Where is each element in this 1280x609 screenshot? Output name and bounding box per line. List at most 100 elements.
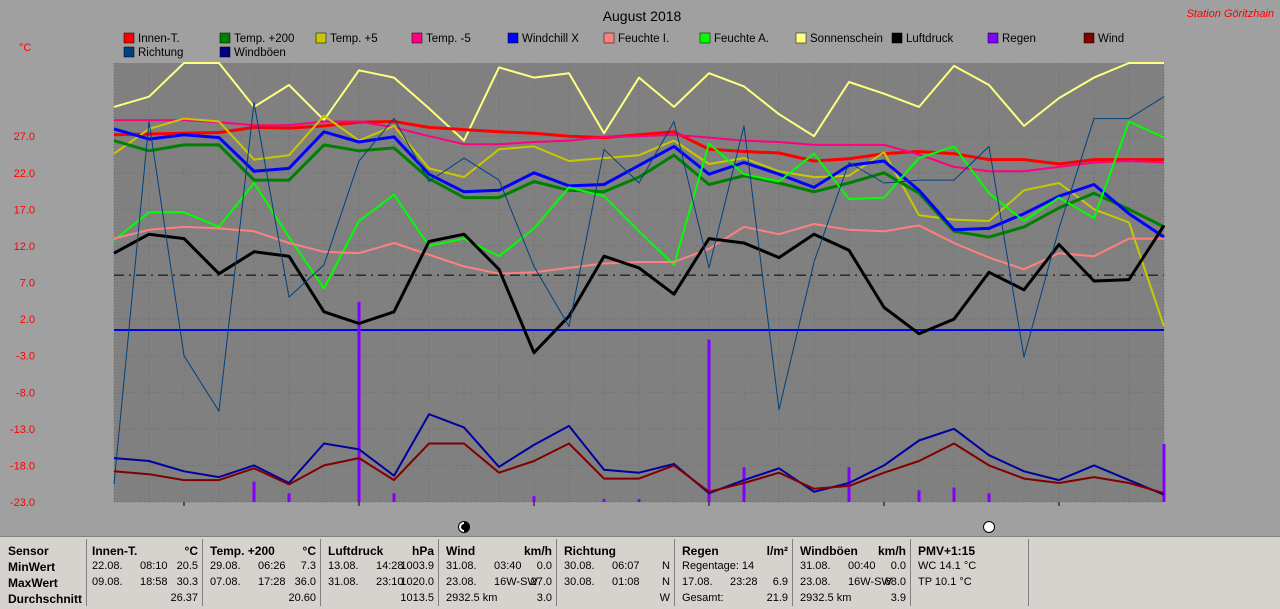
legend-label: Luftdruck	[906, 33, 954, 45]
y-tick-label: 12.0	[14, 241, 35, 253]
legend-swatch	[987, 32, 999, 44]
rain-bar	[357, 301, 361, 502]
legend-label: Windböen	[234, 47, 286, 59]
stats-date: 17.08.	[682, 576, 713, 588]
series-richtung	[113, 96, 1165, 485]
legend: Innen-T. Temp. +200 Temp. +5 Temp. -5 Windch…	[123, 32, 1124, 59]
legend-swatch	[795, 32, 807, 44]
stats-date: 31.08.	[800, 560, 831, 572]
series-temp-5	[113, 114, 1165, 327]
stats-time: 16W-SW	[848, 576, 892, 588]
series-temp-200	[113, 139, 1165, 239]
stats-unit: l/m²	[766, 544, 788, 558]
series-windchill-x	[113, 127, 1165, 239]
stats-luftdruck: Luftdruck hPa 13.08. 14:28 1003.9 31.08. 23:10…	[324, 539, 439, 606]
stats-unit: km/h	[523, 544, 552, 558]
stats-value: N	[662, 560, 670, 572]
stats-time: 23:28	[730, 576, 758, 588]
stats-header: Richtung	[564, 544, 616, 558]
stats-date: 31.08.	[446, 560, 477, 572]
stats-unit: °C	[302, 544, 316, 558]
legend-swatch	[1083, 32, 1095, 44]
reference-lines	[114, 274, 1164, 332]
full-moon-icon	[983, 521, 995, 533]
stats-value: 21.9	[766, 592, 788, 604]
stats-value: 30.3	[176, 576, 198, 588]
rain-bar	[847, 467, 851, 502]
y-tick-label: -8.0	[16, 387, 35, 399]
moon-phases	[458, 521, 995, 533]
series-lines	[113, 62, 1166, 496]
series-sonnenschein	[113, 62, 1164, 142]
stats-wind: Wind km/h 31.08. 03:40 0.0 23.08. 16W-SW 27.0 29…	[442, 539, 557, 606]
stats-header: Temp. +200	[210, 544, 275, 558]
legend-label: Temp. +200	[234, 33, 294, 45]
stats-date: 22.08.	[92, 560, 123, 572]
legend-label: Sonnenschein	[810, 33, 883, 45]
stats-value: 26.37	[170, 592, 198, 604]
stats-avg-label: Durchschnitt	[8, 592, 83, 606]
rain-bar	[637, 499, 641, 502]
stats-header: Regen	[682, 544, 719, 558]
stats-time: 16W-SW	[494, 576, 538, 588]
stats-date: WC 14.1 °C	[918, 560, 977, 572]
stats-date: 2932.5 km	[800, 592, 852, 604]
stats-unit: °C	[184, 544, 198, 558]
legend-label: Windchill X	[522, 33, 579, 45]
chart: August 2018 Station Göritzhain °C Innen-…	[9, 8, 1274, 533]
stats-date: 13.08.	[328, 560, 359, 572]
series-feuchte-i-	[113, 223, 1164, 275]
stats-innen: Innen-T. °C 22.08. 08:10 20.5 09.08. 18:58 30.3…	[88, 539, 203, 606]
y-tick-label: 17.0	[14, 204, 35, 216]
series-wind	[113, 442, 1165, 495]
stats-value: 1013.5	[400, 592, 434, 604]
stats-header: PMV+1:15	[918, 544, 976, 558]
stats-date: TP 10.1 °C	[918, 576, 972, 588]
stats-header: Luftdruck	[328, 544, 384, 558]
stats-value: 7.3	[300, 560, 316, 572]
y-tick-label: 27.0	[14, 131, 35, 143]
y-tick-label: -23.0	[10, 497, 35, 509]
stats-date: Regentage: 14	[682, 560, 755, 572]
stats-value: 0.0	[890, 560, 906, 572]
stats-temp200: Temp. +200 °C 29.08. 06:26 7.3 07.08. 17:28 36.…	[206, 539, 321, 606]
stats-windboeen: Windböen km/h 31.08. 00:40 0.0 23.08. 16W-SW 68…	[796, 539, 911, 606]
y-tick-label: -3.0	[16, 351, 35, 363]
stats-min-label: MinWert	[8, 560, 56, 574]
y-tick-label: 2.0	[20, 314, 35, 326]
stats-value: 20.60	[288, 592, 316, 604]
rain-bar	[952, 487, 956, 502]
stats-date: 09.08.	[92, 576, 123, 588]
stats-date: 07.08.	[210, 576, 241, 588]
stats-value: W	[659, 592, 670, 604]
y-tick-label: -13.0	[10, 424, 35, 436]
stats-value: 6.9	[772, 576, 788, 588]
legend-label: Richtung	[138, 47, 183, 59]
stats-time: 03:40	[494, 560, 522, 572]
stats-value: 0.0	[536, 560, 552, 572]
rain-bar	[707, 339, 711, 502]
stats-header: Windböen	[800, 544, 858, 558]
stats-date: 2932.5 km	[446, 592, 498, 604]
rain-bar	[917, 490, 921, 502]
legend-swatch	[507, 32, 519, 44]
stats-panel: Sensor MinWert MaxWert Durchschnitt Inne…	[0, 536, 1280, 609]
stats-time: 01:08	[612, 576, 640, 588]
stats-time: 08:10	[140, 560, 168, 572]
stats-header: Wind	[446, 544, 476, 558]
legend-label: Feuchte I.	[618, 33, 669, 45]
legend-swatch	[891, 32, 903, 44]
stats-time: 23:10	[376, 576, 404, 588]
legend-swatch	[315, 32, 327, 44]
rain-bar	[252, 481, 256, 502]
series-windb-en	[113, 413, 1165, 496]
stats-date: 31.08.	[328, 576, 359, 588]
stats-sensor: Sensor MinWert MaxWert Durchschnitt	[4, 539, 87, 606]
stats-date: 23.08.	[446, 576, 477, 588]
stats-time: 00:40	[848, 560, 876, 572]
legend-label: Wind	[1098, 33, 1124, 45]
stats-sensor-header: Sensor	[8, 544, 49, 558]
rain-bar	[287, 493, 291, 502]
series-luftdruck	[113, 224, 1166, 355]
stats-richtung: Richtung 30.08. 06:07 N 30.08. 01:08 N W	[560, 539, 675, 606]
